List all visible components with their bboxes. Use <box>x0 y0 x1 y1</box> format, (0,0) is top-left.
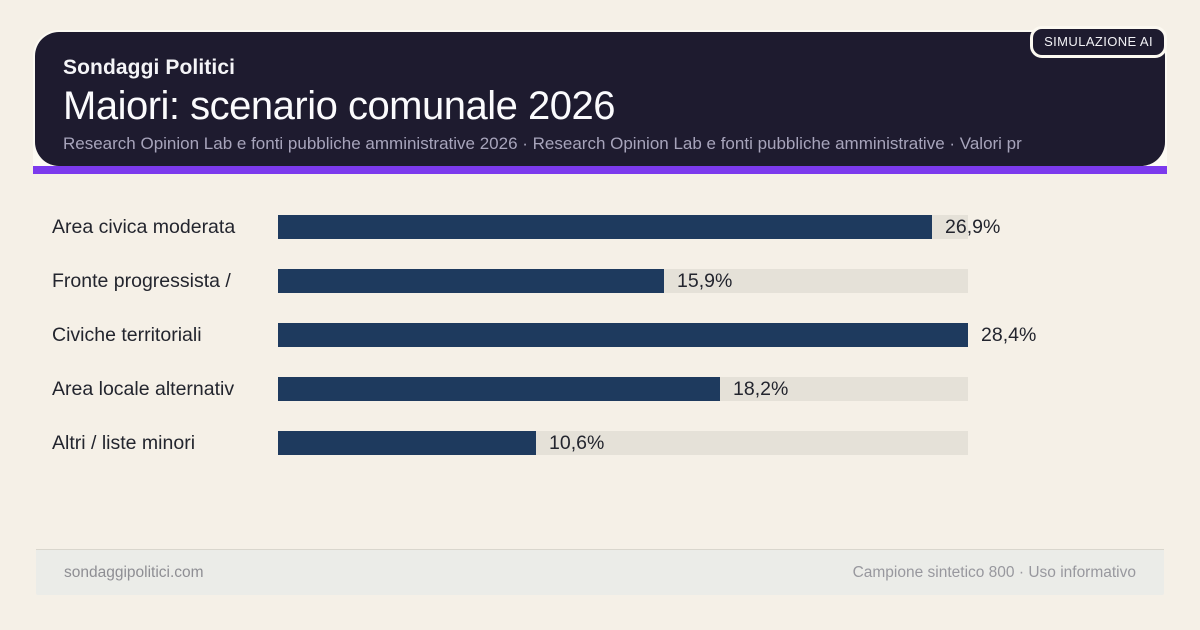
bar-fill <box>278 431 536 455</box>
chart-row: Area civica moderata 26,9% <box>0 203 1200 257</box>
bar-fill <box>278 377 720 401</box>
source-subtitle: Research Opinion Lab e fonti pubbliche a… <box>63 134 1022 153</box>
chart-row: Area locale alternativ 18,2% <box>0 365 1200 419</box>
value-label: 28,4% <box>981 324 1037 346</box>
bar-fill <box>278 323 968 347</box>
bar-track <box>278 269 968 293</box>
header-container: SIMULAZIONE AI Sondaggi Politici Maiori:… <box>33 26 1167 174</box>
simulation-badge: SIMULAZIONE AI <box>1030 26 1167 58</box>
chart-row: Fronte progressista / 15,9% <box>0 257 1200 311</box>
header-card: Sondaggi Politici Maiori: scenario comun… <box>35 32 1165 166</box>
value-label: 18,2% <box>733 378 789 400</box>
bar-chart: Area civica moderata 26,9% Fronte progre… <box>0 203 1200 473</box>
bar-track <box>278 431 968 455</box>
value-label: 10,6% <box>549 432 605 454</box>
row-label: Altri / liste minori <box>52 432 196 454</box>
row-label: Area locale alternativ <box>52 378 235 400</box>
bar-fill <box>278 215 932 239</box>
chart-row: Altri / liste minori 10,6% <box>0 419 1200 473</box>
chart-row: Civiche territoriali 28,4% <box>0 311 1200 365</box>
accent-bar <box>33 166 1167 174</box>
bar-track <box>278 377 968 401</box>
footer-note: Campione sintetico 800 · Uso informativo <box>852 563 1136 581</box>
row-label: Area civica moderata <box>52 216 236 238</box>
page-title: Maiori: scenario comunale 2026 <box>63 84 615 128</box>
brand-kicker: Sondaggi Politici <box>63 56 236 79</box>
row-label: Fronte progressista / <box>52 270 231 292</box>
value-label: 15,9% <box>677 270 733 292</box>
footer: sondaggipolitici.com Campione sintetico … <box>36 549 1164 595</box>
value-label: 26,9% <box>945 216 1001 238</box>
row-label: Civiche territoriali <box>52 324 202 346</box>
bar-track <box>278 215 968 239</box>
bar-track <box>278 323 968 347</box>
footer-site: sondaggipolitici.com <box>64 563 204 581</box>
bar-fill <box>278 269 664 293</box>
